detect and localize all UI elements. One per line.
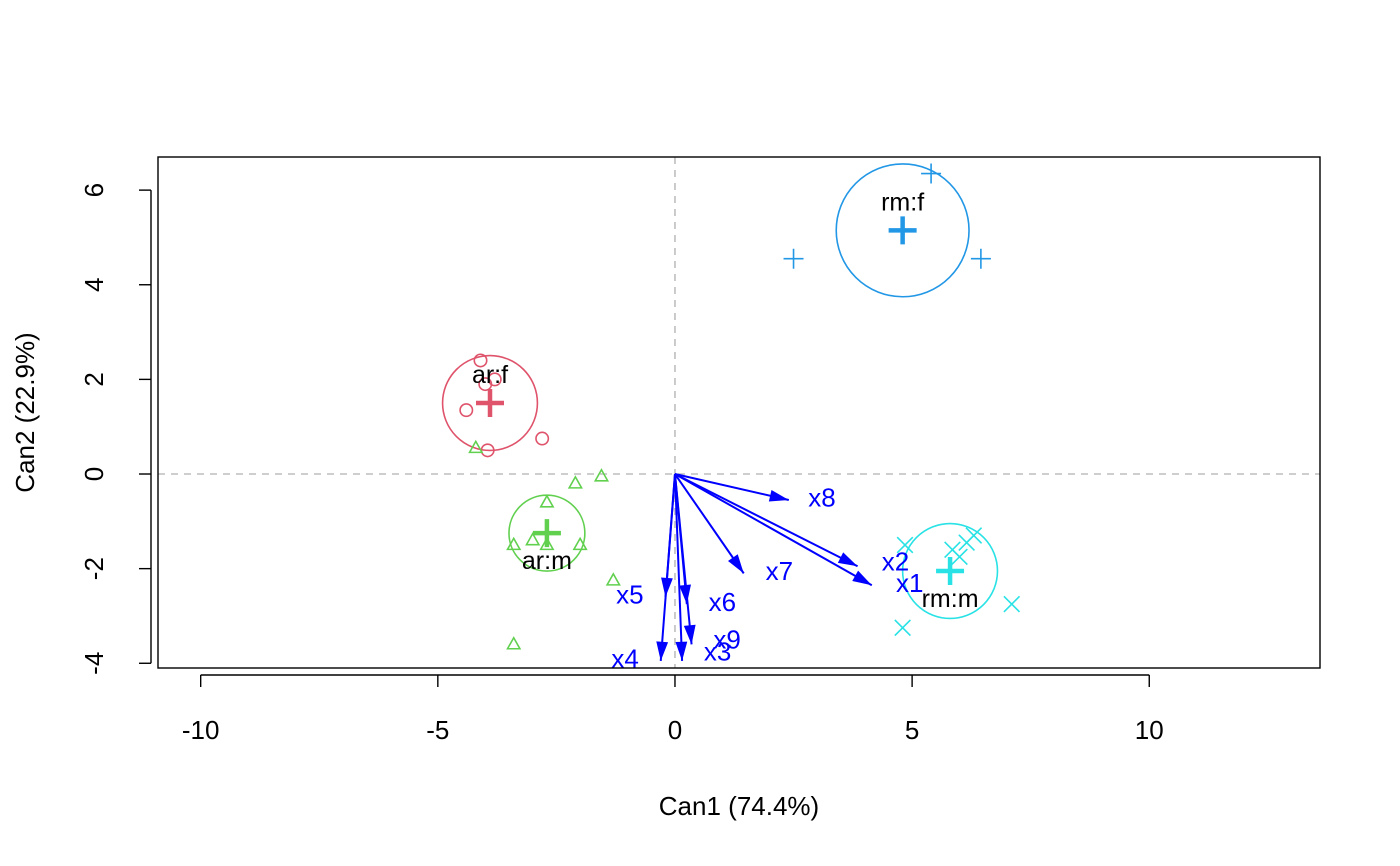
x-axis: -10 -5 0 5 10 [182,674,1164,745]
vector-x2: x2 [674,473,909,577]
vector-x5: x5 [616,473,676,610]
y-tick-label: 4 [79,278,109,292]
group-circle-rm-f [835,163,970,298]
group-rm-f: rm:f [783,163,991,298]
x-tick-label: -5 [426,715,449,745]
vector-label-x7: x7 [766,556,793,586]
point-ar-m [567,475,583,489]
y-tick-label: 0 [79,467,109,481]
point-ar-f [459,403,474,418]
vector-line-x7 [674,473,745,574]
point-rm-m [965,527,983,544]
vector-arrowhead-x3 [675,641,688,661]
centroid-rm-f [888,216,917,245]
point-ar-m [506,636,522,650]
vector-arrowhead-x2 [837,552,858,567]
centroid-rm-m [936,557,965,586]
point-rm-f [970,248,991,269]
point-ar-f [535,431,550,446]
group-label-rm-f: rm:f [881,188,924,216]
point-ar-m [525,532,541,546]
group-circle-ar-m [508,494,586,572]
vector-arrowhead-x4 [656,641,669,661]
vector-x3: x3 [673,473,731,666]
centroid-ar-f [476,389,504,418]
group-ar-f: ar:f [441,353,550,458]
point-rm-m [951,548,968,566]
point-ar-m [539,536,555,551]
x-tick-label: 10 [1135,715,1164,745]
vector-label-x3: x3 [704,636,731,666]
group-circle-ar-f [441,354,539,452]
vector-label-x5: x5 [616,580,643,610]
group-label-ar-f: ar:f [472,361,508,389]
group-label-ar-m: ar:m [522,547,572,575]
group-circle-rm-m [901,522,999,620]
point-ar-m [593,468,610,482]
x-tick-label: 5 [905,715,919,745]
group-label-rm-m: rm:m [922,585,979,613]
point-rm-m [896,536,914,554]
group-rm-m: rm:m [894,522,1021,637]
vector-arrowhead-x8 [768,490,789,502]
y-tick-label: -4 [79,652,109,675]
point-rm-f [783,248,804,269]
vector-label-x8: x8 [808,483,835,513]
reference-lines [158,157,1320,668]
vector-x7: x7 [674,473,793,586]
x-axis-title: Can1 (74.4%) [659,791,819,821]
y-axis-title: Can2 (22.9%) [10,332,40,492]
x-tick-label: -10 [182,715,220,745]
point-rm-m [1003,595,1021,613]
vector-line-x3 [673,473,684,661]
vector-line-x5 [664,473,676,598]
vector-label-x6: x6 [709,587,736,617]
vector-arrowhead-x1 [852,570,872,586]
group-ar-m: ar:m [468,439,621,650]
point-ar-m [539,494,555,508]
group-layer: ar:f ar:m rm:f rm:m [441,163,1021,650]
vector-line-x8 [674,473,790,502]
vector-x1: x1 [674,473,923,598]
vector-label-x4: x4 [611,644,638,674]
point-ar-f [478,377,493,392]
point-rm-m [894,619,911,637]
vector-x8: x8 [674,473,836,513]
vector-label-x1: x1 [896,568,923,598]
plot-frame [157,156,1321,669]
vector-label-x2: x2 [882,547,909,577]
y-axis: -4 -2 0 2 4 6 [79,183,152,675]
point-ar-m [605,572,621,586]
y-tick-label: 6 [79,183,109,197]
x-tick-label: 0 [668,715,682,745]
y-tick-label: -2 [79,557,109,580]
vector-line-x2 [674,473,859,568]
point-ar-m [468,439,484,454]
vector-line-x9 [673,473,693,645]
y-tick-label: 2 [79,372,109,386]
vector-arrowhead-x7 [728,554,744,574]
vector-arrowhead-x5 [661,577,673,598]
vector-label-x9: x9 [713,625,740,655]
vector-arrowhead-x6 [679,584,691,605]
vector-arrowhead-x9 [683,624,696,645]
vector-x9: x9 [673,473,741,655]
centroid-ar-m [532,519,561,548]
vector-line-x1 [674,473,873,587]
point-ar-f [473,353,488,368]
